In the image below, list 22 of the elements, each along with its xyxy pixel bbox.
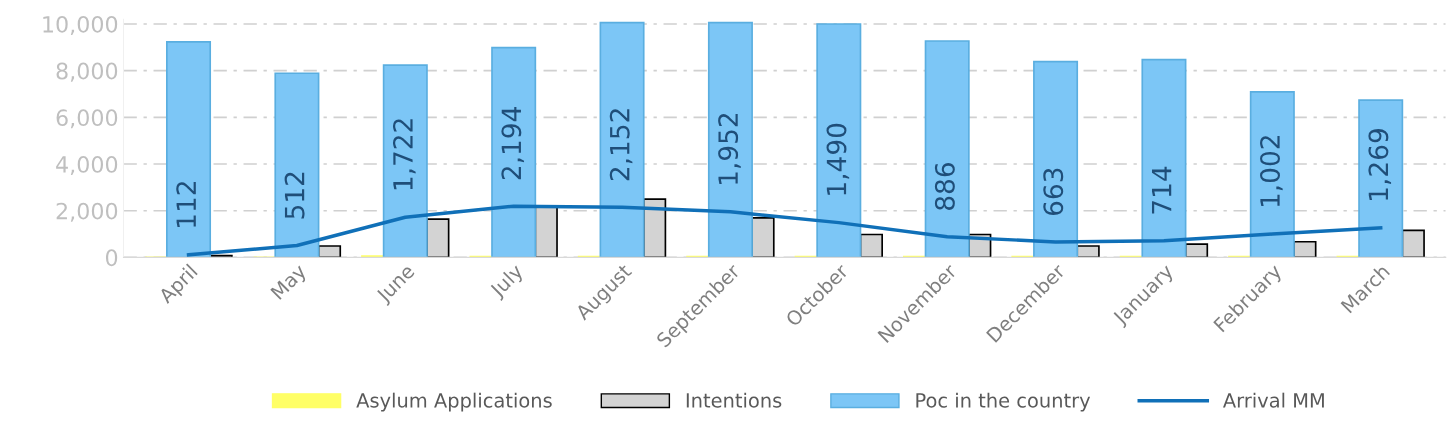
data-label: 714: [1151, 166, 1172, 214]
data-label: 1,002: [1260, 136, 1283, 207]
legend-label: Arrival MM: [1223, 392, 1324, 408]
data-label: 1,722: [392, 119, 416, 190]
data-label: 1,269: [1368, 129, 1392, 200]
y-tick-label: 2,000: [56, 202, 118, 222]
y-tick-label: 6,000: [56, 109, 118, 129]
data-label: 1,952: [718, 113, 741, 184]
y-tick-label: 10,000: [43, 15, 118, 35]
y-tick-label: 0: [105, 249, 118, 267]
legend-label: Asylum Applications: [356, 392, 552, 412]
data-label: 886: [934, 163, 955, 210]
y-tick-label: 8,000: [56, 62, 118, 82]
data-label: 2,194: [501, 107, 525, 180]
data-label: 112: [176, 182, 196, 227]
legend-label: Intentions: [686, 392, 782, 408]
legend-label: Poc in the country: [916, 392, 1091, 412]
data-label: 2,152: [609, 109, 633, 181]
data-label: 663: [1043, 168, 1064, 216]
y-tick-label: 4,000: [56, 155, 118, 176]
data-label: 1,490: [826, 123, 850, 195]
data-label: 512: [284, 172, 305, 219]
